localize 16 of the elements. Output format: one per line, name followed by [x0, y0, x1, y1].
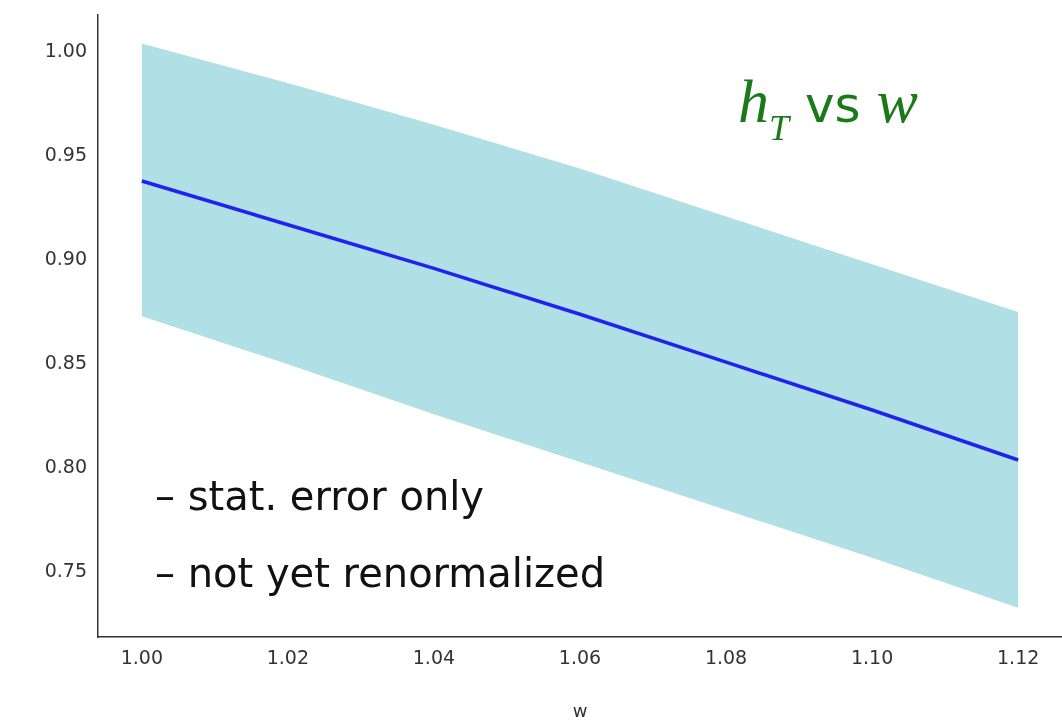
x-tick-label: 1.08 [704, 646, 748, 669]
y-tick-label: 0.75 [44, 559, 87, 582]
x-tick-label: 1.12 [997, 646, 1040, 669]
y-tick-label: 0.90 [44, 247, 87, 270]
y-tick-label: 1.00 [44, 38, 87, 61]
y-tick-label: 0.85 [44, 351, 87, 374]
y-tick-label: 0.95 [44, 142, 87, 165]
x-tick-label: 1.04 [412, 646, 456, 669]
x-tick-label: 1.10 [850, 646, 894, 669]
annotation: – not yet renormalized [155, 550, 606, 596]
x-tick-label: 1.00 [120, 646, 163, 669]
x-tick-label: 1.06 [558, 646, 602, 669]
x-axis-title: w [572, 699, 588, 721]
annotation: – stat. error only [155, 473, 485, 519]
x-tick-label: 1.02 [266, 646, 310, 669]
y-tick-label: 0.80 [44, 455, 87, 478]
